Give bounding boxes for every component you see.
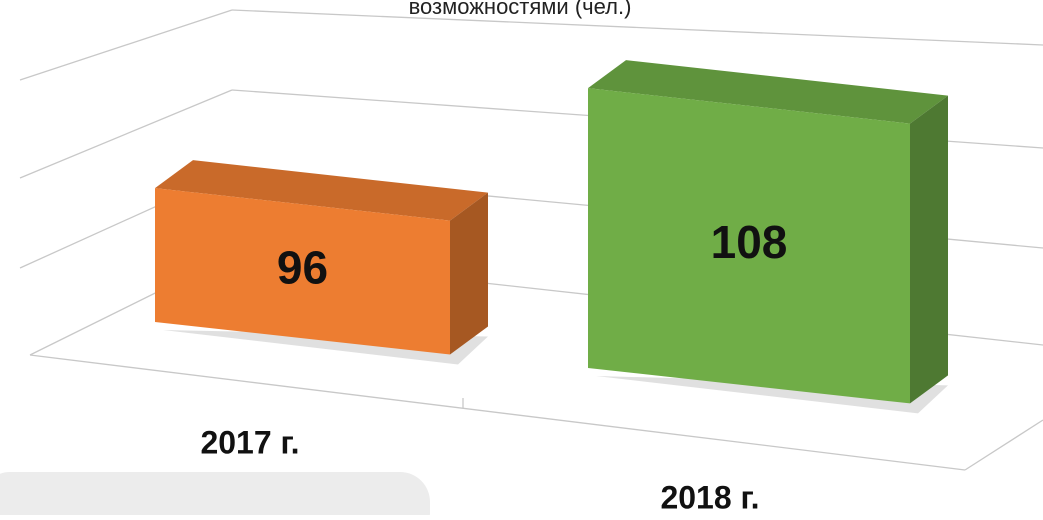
chart-title: возможностями (чел.)	[409, 0, 632, 19]
bar-side	[910, 96, 948, 404]
bar-side	[450, 193, 488, 355]
page: возможностями (чел.) 96 2017 г. 108 2018 г.…	[0, 0, 1043, 515]
value-label: 108	[711, 216, 788, 268]
x-tick-label: 2018 г.	[660, 479, 759, 515]
chart: возможностями (чел.) 96 2017 г. 108 2018 г.	[0, 0, 1043, 515]
photo-fragment	[0, 472, 430, 515]
value-label: 96	[277, 241, 328, 293]
x-tick-label: 2017 г.	[200, 424, 299, 460]
